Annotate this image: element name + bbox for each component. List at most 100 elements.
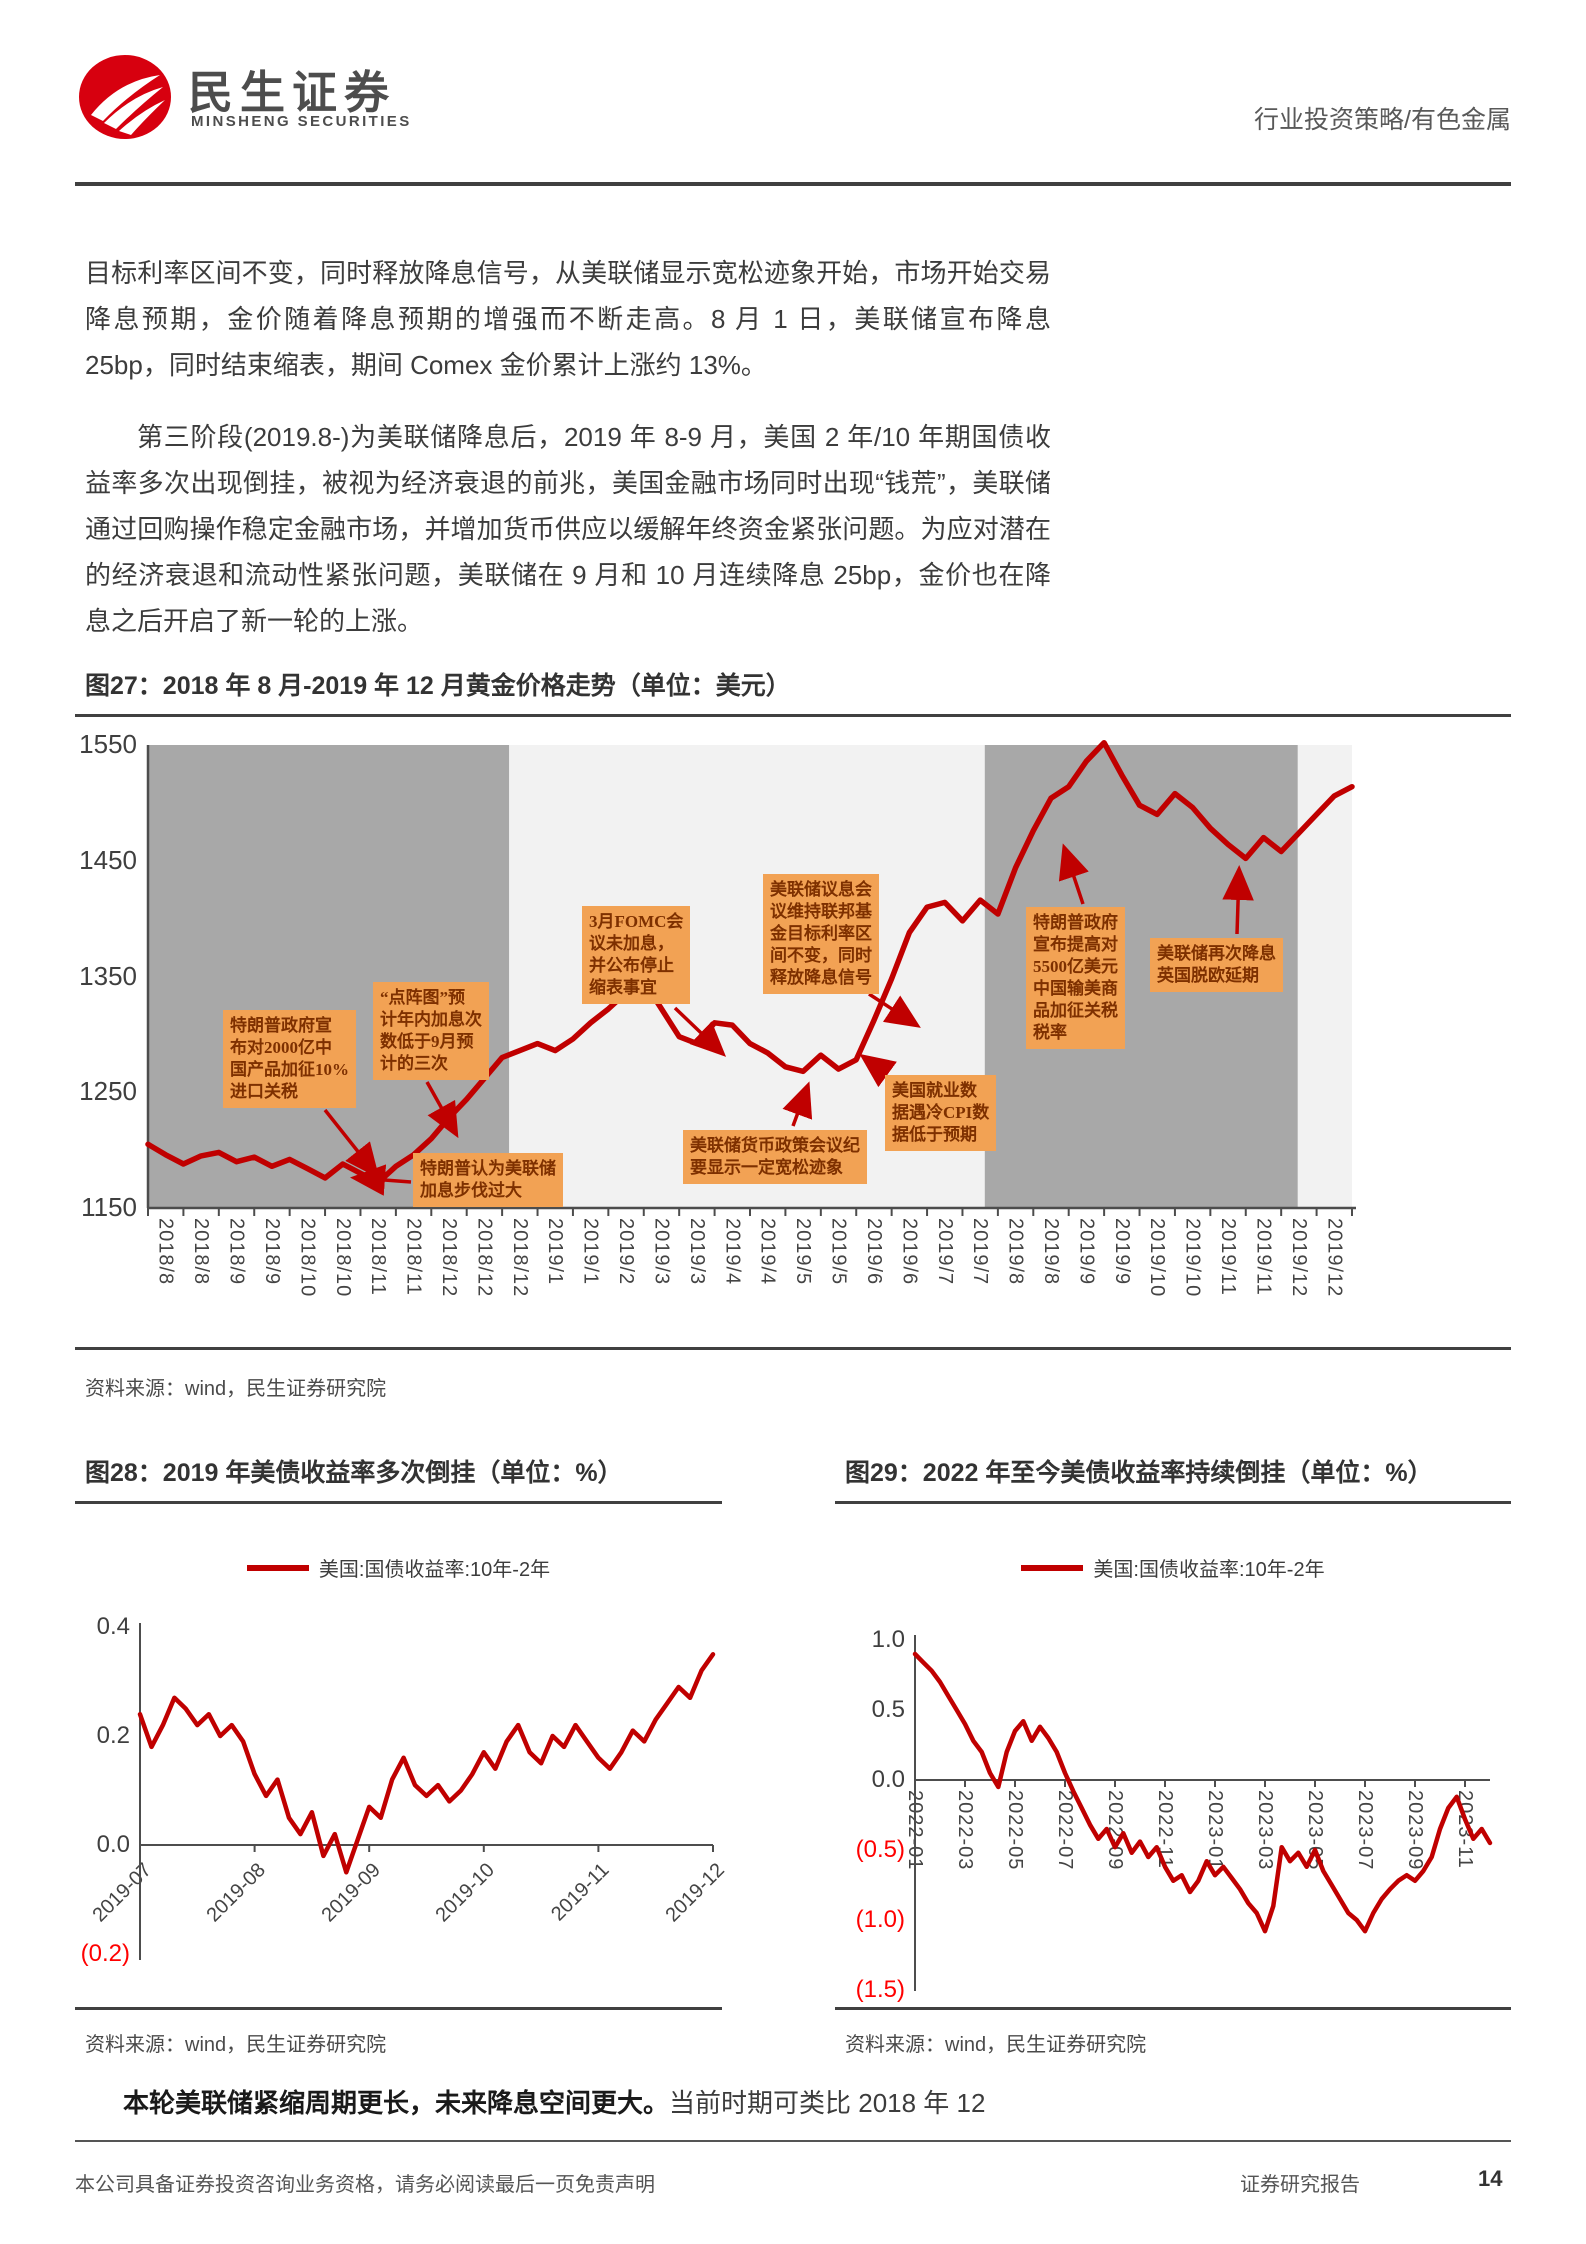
chart-annotation: 特朗普认为美联储 加息步伐过大 [413, 1153, 563, 1207]
fig28-bottom-rule [75, 2007, 722, 2010]
fig29-source: 资料来源：wind，民生证券研究院 [845, 2034, 1147, 2056]
fig29-xtick-label: 2023-01 [1204, 1790, 1226, 1871]
fig27-xtick-label: 2018/12 [438, 1218, 460, 1298]
fig27-xtick-label: 2019/6 [862, 1218, 885, 1286]
fig29-title-rule [835, 1501, 1511, 1504]
fig29-ytick-label: 0.5 [871, 1696, 905, 1723]
fig27-xtick-label: 2019/10 [1146, 1218, 1169, 1298]
footer-page-number: 14 [1478, 2166, 1503, 2191]
fig27-xtick-label: 2018/12 [508, 1218, 531, 1298]
fig28-legend: 美国:国债收益率:10年-2年 [75, 1553, 722, 1582]
fig29-legend: 美国:国债收益率:10年-2年 [835, 1553, 1511, 1582]
fig27-ytick-label: 1250 [79, 1076, 137, 1107]
fig27-xtick-label: 2018/9 [225, 1218, 248, 1286]
fig29-bottom-rule [835, 2007, 1511, 2010]
footer-rule [75, 2140, 1511, 2142]
legend-line-swatch [246, 1564, 309, 1571]
fig27-ytick-label: 1150 [81, 1192, 137, 1222]
body-text: 目标利率区间不变，同时释放降息信号，从美联储显示宽松迹象开始，市场开始交易降息预… [85, 250, 1051, 670]
fig27-xtick-label: 2019/11 [1252, 1218, 1275, 1296]
fig28-ytick-label: 0.4 [96, 1613, 130, 1640]
fig29-xtick-label: 2023-09 [1404, 1790, 1426, 1871]
fig27-xtick-label: 2019/12 [1287, 1218, 1310, 1298]
fig29-ytick-label: 0.0 [871, 1766, 905, 1793]
fig27-xtick-label: 2019/12 [1323, 1218, 1346, 1298]
paragraph-1: 目标利率区间不变，同时释放降息信号，从美联储显示宽松迹象开始，市场开始交易降息预… [85, 258, 1051, 380]
conclusion-paragraph: 本轮美联储紧缩周期更长，未来降息空间更大。当前时期可类比 2018 年 12 [75, 2082, 1511, 2124]
fig29-xtick-label: 2023-03 [1254, 1790, 1276, 1871]
fig27-xtick-label: 2019/2 [615, 1218, 638, 1286]
fig27-xtick-label: 2019/4 [756, 1218, 779, 1286]
footer-disclaimer: 本公司具备证券投资咨询业务资格，请务必阅读最后一页免责声明 [75, 2174, 655, 2196]
conclusion-rest: 当前时期可类比 2018 年 12 [669, 2088, 986, 2118]
fig29-xtick-label: 2022-07 [1054, 1790, 1076, 1871]
fig27-xtick-label: 2018/11 [402, 1218, 425, 1296]
fig29-xtick-label: 2023-07 [1354, 1790, 1376, 1871]
fig27-source: 资料来源：wind，民生证券研究院 [85, 1378, 387, 1400]
fig27-xtick-label: 2019/1 [579, 1218, 602, 1286]
chart-annotation: “点阵图”预 计年内加息次 数低于9月预 计的三次 [373, 982, 489, 1080]
fig28-chart: 美国:国债收益率:10年-2年 0.4 0.2 0.0 (0.2) 2019-07 201… [75, 1515, 729, 2007]
fig27-xtick-label: 2019/10 [1181, 1218, 1204, 1298]
fig27-xtick-label: 2019/5 [792, 1218, 815, 1286]
fig27-chart: 1550 1450 1350 1250 1150 2018/8 2018/8 2018/9 20… [75, 729, 1511, 1338]
fig27-title-rule [75, 714, 1511, 717]
report-category: 行业投资策略/有色金属 [1254, 106, 1511, 134]
fig27-xtick-label: 2019/9 [1110, 1218, 1133, 1286]
fig29-ytick-label: 1.0 [871, 1626, 905, 1653]
logo-text-en: MINSHENG SECURITIES [191, 113, 412, 130]
header-rule [75, 182, 1511, 186]
fig27-title: 图27：2018 年 8 月-2019 年 12 月黄金价格走势（单位：美元） [85, 672, 791, 700]
chart-annotation: 美联储货币政策会议纪 要显示一定宽松迹象 [683, 1130, 867, 1184]
fig27-xtick-label: 2018/11 [367, 1218, 390, 1296]
fig29-chart: 美国:国债收益率:10年-2年 1.0 0.5 0.0 (0.5) (1.0) (1.5)… [835, 1515, 1511, 2007]
fig27-xtick-label: 2019/8 [1004, 1218, 1027, 1286]
fig27-xtick-label: 2018/10 [296, 1218, 319, 1298]
fig29-xtick-label: 2022-05 [1004, 1790, 1026, 1871]
fig29-ytick-label: (1.0) [855, 1906, 905, 1933]
legend-label: 美国:国债收益率:10年-2年 [1093, 1559, 1325, 1581]
fig27-xtick-label: 2019/9 [1075, 1218, 1098, 1286]
fig28-ytick-label: 0.0 [96, 1831, 130, 1858]
fig27-xtick-label: 2019/4 [721, 1218, 744, 1286]
chart-annotation: 特朗普政府宣 布对2000亿中 国产品加征10% 进口关税 [223, 1010, 356, 1108]
fig27-xtick-label: 2018/9 [260, 1218, 283, 1286]
fig27-xtick-label: 2019/11 [1217, 1218, 1240, 1296]
minsheng-logo-icon [78, 54, 172, 140]
fig27-xtick-label: 2019/6 [898, 1218, 921, 1286]
legend-label: 美国:国债收益率:10年-2年 [318, 1559, 551, 1581]
fig29-xtick-label: 2022-09 [1104, 1790, 1126, 1871]
fig27-ytick-label: 1550 [79, 729, 137, 759]
fig29-ytick-label: (1.5) [855, 1976, 905, 2003]
fig28-ytick-label: 0.2 [96, 1722, 130, 1749]
chart-annotation: 美联储议息会 议维持联邦基 金目标利率区 间不变，同时 释放降息信号 [763, 874, 879, 994]
chart-annotation: 3月FOMC会 议未加息， 并公布停止 缩表事宜 [582, 906, 691, 1004]
fig27-xtick-label: 2018/8 [190, 1218, 213, 1286]
paragraph-2: 第三阶段(2019.8-)为美联储降息后，2019 年 8-9 月，美国 2 年… [85, 422, 1051, 636]
chart-annotation: 美联储再次降息 英国脱欧延期 [1150, 938, 1283, 992]
fig28-title-rule [75, 1501, 722, 1504]
fig27-xtick-label: 2018/12 [473, 1218, 496, 1298]
fig28-title: 图28：2019 年美债收益率多次倒挂（单位：%） [85, 1459, 623, 1487]
fig28-ytick-label: (0.2) [80, 1940, 130, 1967]
fig29-ytick-label: (0.5) [855, 1836, 905, 1863]
fig27-xtick-label: 2019/7 [969, 1218, 992, 1286]
fig27-xtick-label: 2019/3 [685, 1218, 708, 1286]
fig29-title: 图29：2022 年至今美债收益率持续倒挂（单位：%） [845, 1459, 1433, 1487]
fig27-xtick-label: 2019/3 [650, 1218, 673, 1286]
fig27-xtick-label: 2018/8 [154, 1218, 177, 1286]
fig29-xtick-label: 2022-03 [954, 1790, 976, 1871]
conclusion-bold: 本轮美联储紧缩周期更长，未来降息空间更大。 [123, 2088, 670, 2118]
chart-annotation: 美国就业数 据遇冷CPI数 据低于预期 [885, 1075, 997, 1151]
fig27-xtick-label: 2019/1 [544, 1218, 567, 1286]
fig27-bottom-rule [75, 1347, 1511, 1350]
fig27-xtick-label: 2018/10 [331, 1218, 354, 1298]
fig27-xtick-label: 2019/7 [933, 1218, 956, 1286]
footer-report-type: 证券研究报告 [1240, 2174, 1360, 2196]
fig27-ytick-label: 1350 [79, 960, 137, 991]
fig27-xtick-label: 2019/8 [1040, 1218, 1062, 1286]
fig27-ytick-label: 1450 [79, 844, 137, 875]
fig28-source: 资料来源：wind，民生证券研究院 [85, 2034, 387, 2056]
chart-annotation: 特朗普政府 宣布提高对 5500亿美元 中国输美商 品加征关税 税率 [1026, 907, 1125, 1049]
